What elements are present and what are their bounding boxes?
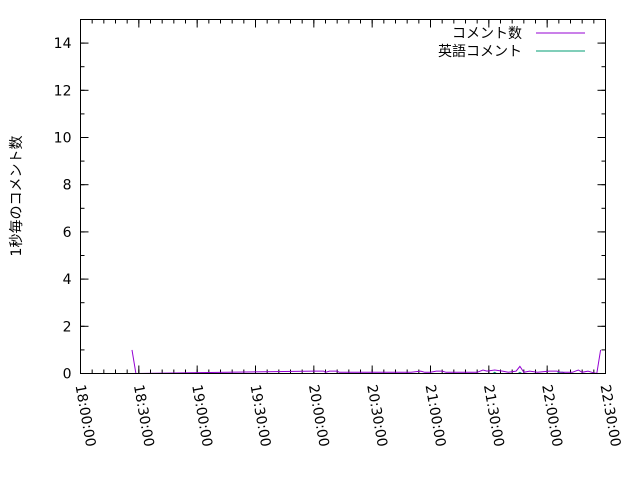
x-tick-label: 18:30:00 [130, 383, 157, 448]
x-tick-label: 22:00:00 [538, 383, 565, 448]
series-lines [131, 349, 602, 375]
y-tick-label: 0 [63, 367, 72, 383]
y-axis-label: 1秒毎のコメント数 [9, 136, 25, 257]
y-tick-label: 8 [63, 178, 72, 194]
x-tick-label: 21:30:00 [480, 383, 507, 448]
plot-border [80, 19, 606, 374]
y-tick-label: 10 [54, 131, 72, 147]
x-tick-label: 22:30:00 [597, 383, 624, 448]
x-tick-label: 19:00:00 [188, 383, 215, 448]
axis-ticks: 18:00:00 18:30:00 19:00:00 19:30:00 20:00:00… [54, 19, 624, 448]
x-tick-label: 20:30:00 [363, 383, 390, 448]
y-tick-label: 6 [63, 225, 72, 241]
series-line [131, 349, 602, 375]
y-tick-label: 12 [54, 83, 72, 99]
y-tick-label: 4 [63, 272, 72, 288]
y-tick-label: 14 [54, 36, 72, 52]
x-tick-label: 18:00:00 [72, 383, 99, 448]
x-tick-label: 21:00:00 [422, 383, 449, 448]
legend-label: 英語コメント [438, 43, 522, 60]
x-tick-label: 20:00:00 [305, 383, 332, 448]
y-tick-label: 2 [63, 319, 72, 335]
legend-label: コメント数 [452, 26, 522, 42]
x-tick-label: 19:30:00 [247, 383, 274, 448]
